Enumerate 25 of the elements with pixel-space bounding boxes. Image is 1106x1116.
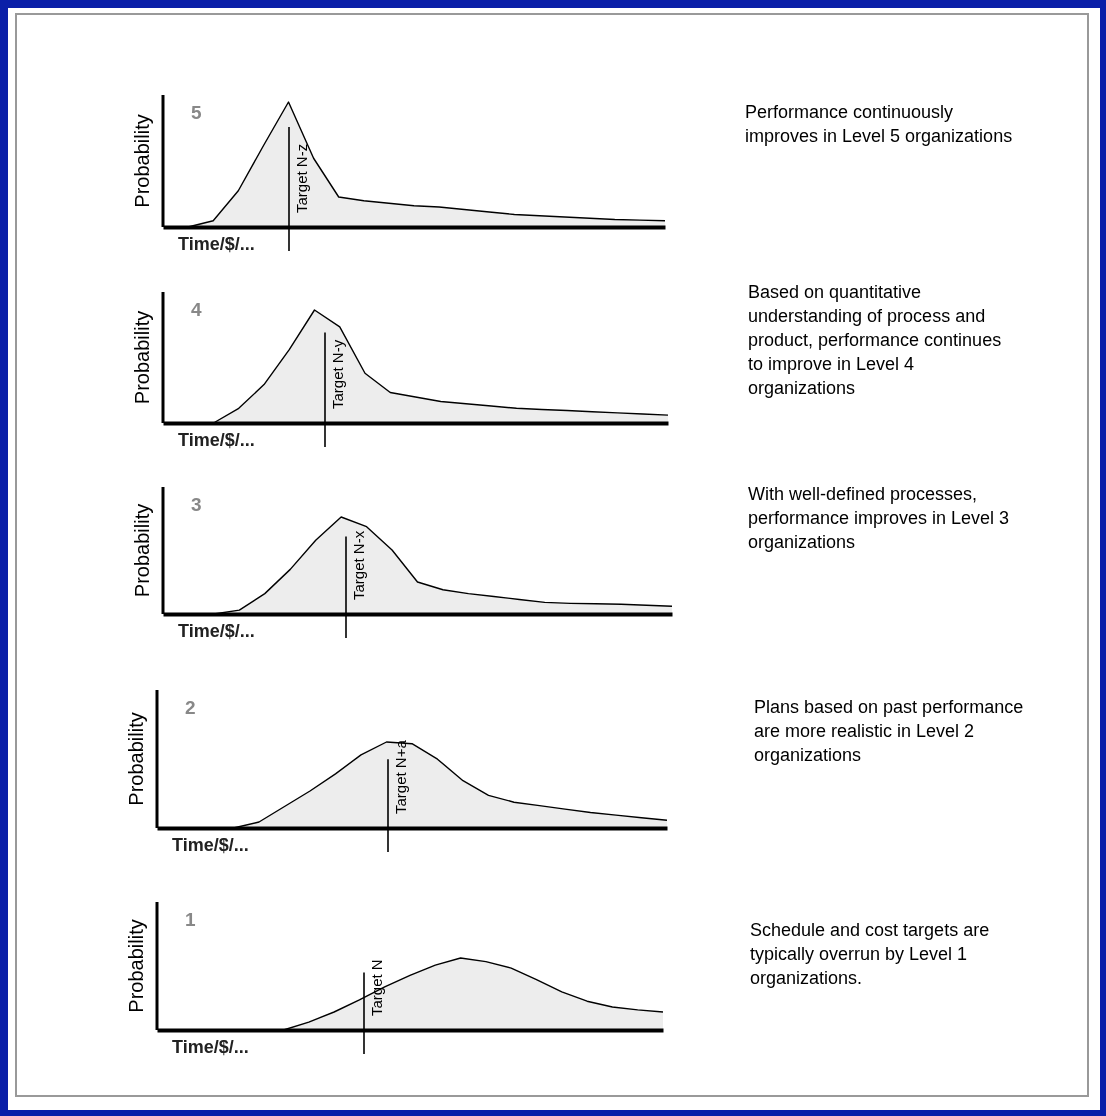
text: Target N-y <box>329 339 346 409</box>
y-axis-title: Probability <box>125 712 147 806</box>
text: 2 <box>185 697 196 718</box>
text: 1 <box>185 909 196 930</box>
x-axis-title: Time/$/... <box>178 234 255 254</box>
text: Target N <box>368 959 385 1016</box>
text: Performance continuously improves in Level 5 organizations <box>745 102 1013 146</box>
text: Plans based on past performance are more realistic in Level 2 organizations <box>754 697 1024 765</box>
annotation: 4 <box>191 299 202 320</box>
x-axis-title: Time/$/... <box>172 1037 249 1057</box>
x-axis-title: Time/$/... <box>178 430 255 450</box>
text: Based on quantitative understanding of process and product, performance continues to improve in Level 4 organizations <box>748 282 1002 398</box>
text: Target N-x <box>350 530 367 600</box>
x-axis-title: Time/$/... <box>172 835 249 855</box>
y-axis-title: Probability <box>125 919 147 1013</box>
text: 3 <box>191 494 202 515</box>
y-axis-title: Probability <box>131 503 153 598</box>
x-axis-title: Time/$/... <box>178 621 255 641</box>
y-axis-title: Probability <box>131 114 153 208</box>
text: Target N+a <box>392 740 409 814</box>
y-axis-title: Probability <box>131 310 153 405</box>
text: Schedule and cost targets are typically overrun by Level 1 organizations. <box>750 920 990 988</box>
text: With well-defined processes, performance improves in Level 3 organizations <box>748 484 1010 552</box>
annotation: 5 <box>191 102 202 123</box>
text: Target N-z <box>293 143 310 213</box>
